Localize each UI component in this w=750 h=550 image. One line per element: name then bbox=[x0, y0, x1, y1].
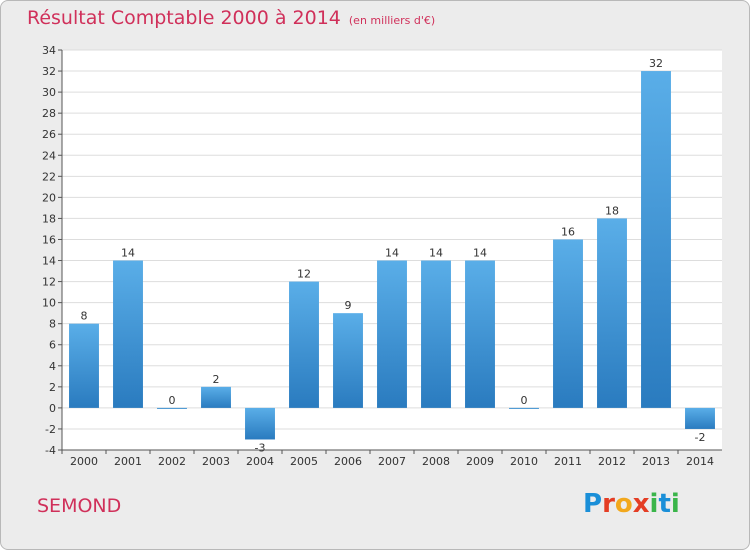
bar bbox=[245, 407, 275, 440]
data-label: 0 bbox=[169, 394, 176, 407]
data-label: -2 bbox=[695, 431, 706, 444]
bar bbox=[421, 260, 451, 408]
x-tick-label: 2012 bbox=[598, 455, 626, 468]
y-tick-label: 28 bbox=[42, 107, 56, 120]
bar bbox=[465, 260, 495, 408]
logo-letter: P bbox=[583, 489, 603, 519]
chart-subtitle: (en milliers d'€) bbox=[348, 14, 436, 27]
x-tick-label: 2008 bbox=[422, 455, 450, 468]
x-tick-label: 2011 bbox=[554, 455, 582, 468]
data-label: 18 bbox=[605, 204, 619, 217]
x-tick-label: 2006 bbox=[334, 455, 362, 468]
x-tick-label: 2014 bbox=[686, 455, 714, 468]
bar bbox=[69, 323, 99, 408]
x-tick-label: 2009 bbox=[466, 455, 494, 468]
y-tick-label: 0 bbox=[49, 402, 56, 415]
y-tick-label: 30 bbox=[42, 86, 56, 99]
data-label: 0 bbox=[521, 394, 528, 407]
y-tick-label: 4 bbox=[49, 360, 56, 373]
x-tick-label: 2002 bbox=[158, 455, 186, 468]
logo-letter: i bbox=[670, 489, 680, 519]
data-label: -3 bbox=[255, 441, 266, 454]
commune-name: SEMOND bbox=[37, 495, 122, 517]
logo-letter: x bbox=[632, 489, 650, 519]
y-tick-label: -2 bbox=[45, 423, 56, 436]
bar bbox=[289, 281, 319, 408]
data-label: 8 bbox=[81, 310, 88, 323]
y-tick-label: 18 bbox=[42, 212, 56, 225]
y-tick-label: 12 bbox=[42, 276, 56, 289]
x-tick-label: 2010 bbox=[510, 455, 538, 468]
bar bbox=[641, 71, 671, 408]
bar bbox=[377, 260, 407, 408]
logo-letter: r bbox=[602, 489, 615, 519]
data-label: 2 bbox=[213, 373, 220, 386]
bar bbox=[157, 407, 187, 409]
data-label: 14 bbox=[429, 247, 443, 260]
y-tick-label: 10 bbox=[42, 297, 56, 310]
data-label: 12 bbox=[297, 268, 311, 281]
y-tick-label: 34 bbox=[42, 44, 56, 57]
data-label: 14 bbox=[121, 247, 135, 260]
x-tick-label: 2000 bbox=[70, 455, 98, 468]
x-tick-label: 2001 bbox=[114, 455, 142, 468]
y-tick-label: 20 bbox=[42, 191, 56, 204]
x-tick-label: 2005 bbox=[290, 455, 318, 468]
data-label: 16 bbox=[561, 225, 575, 238]
bar bbox=[685, 407, 715, 429]
bar bbox=[333, 313, 363, 408]
y-tick-label: 14 bbox=[42, 255, 56, 268]
bar bbox=[201, 386, 231, 408]
data-label: 32 bbox=[649, 57, 663, 70]
bar bbox=[113, 260, 143, 408]
x-tick-label: 2003 bbox=[202, 455, 230, 468]
y-tick-label: 24 bbox=[42, 149, 56, 162]
y-tick-label: 8 bbox=[49, 318, 56, 331]
bars: 8 14 0 2 -3 12 9 14 14 14 0 16 18 32 -2 bbox=[69, 57, 715, 454]
bar bbox=[509, 407, 539, 409]
x-tick-label: 2007 bbox=[378, 455, 406, 468]
proxiti-logo: Proxiti bbox=[583, 489, 680, 519]
y-tick-label: -4 bbox=[45, 444, 56, 457]
x-tick-label: 2013 bbox=[642, 455, 670, 468]
logo-letter: t bbox=[658, 489, 671, 519]
data-label: 14 bbox=[473, 247, 487, 260]
x-tick-label: 2004 bbox=[246, 455, 274, 468]
x-axis: 2000 2001 2002 2003 2004 2005 2006 2007 2008 2009… bbox=[61, 449, 722, 468]
y-tick-label: 6 bbox=[49, 339, 56, 352]
bar bbox=[553, 239, 583, 408]
logo-letter: o bbox=[614, 489, 633, 519]
data-label: 9 bbox=[345, 299, 352, 312]
y-tick-label: 26 bbox=[42, 128, 56, 141]
y-tick-label: 22 bbox=[42, 170, 56, 183]
chart-title: Résultat Comptable 2000 à 2014 (en millie… bbox=[27, 7, 436, 29]
bar bbox=[597, 218, 627, 408]
logo-letter: i bbox=[649, 489, 659, 519]
data-label: 14 bbox=[385, 247, 399, 260]
y-tick-label: 2 bbox=[49, 381, 56, 394]
y-tick-label: 32 bbox=[42, 65, 56, 78]
y-tick-label: 16 bbox=[42, 233, 56, 246]
